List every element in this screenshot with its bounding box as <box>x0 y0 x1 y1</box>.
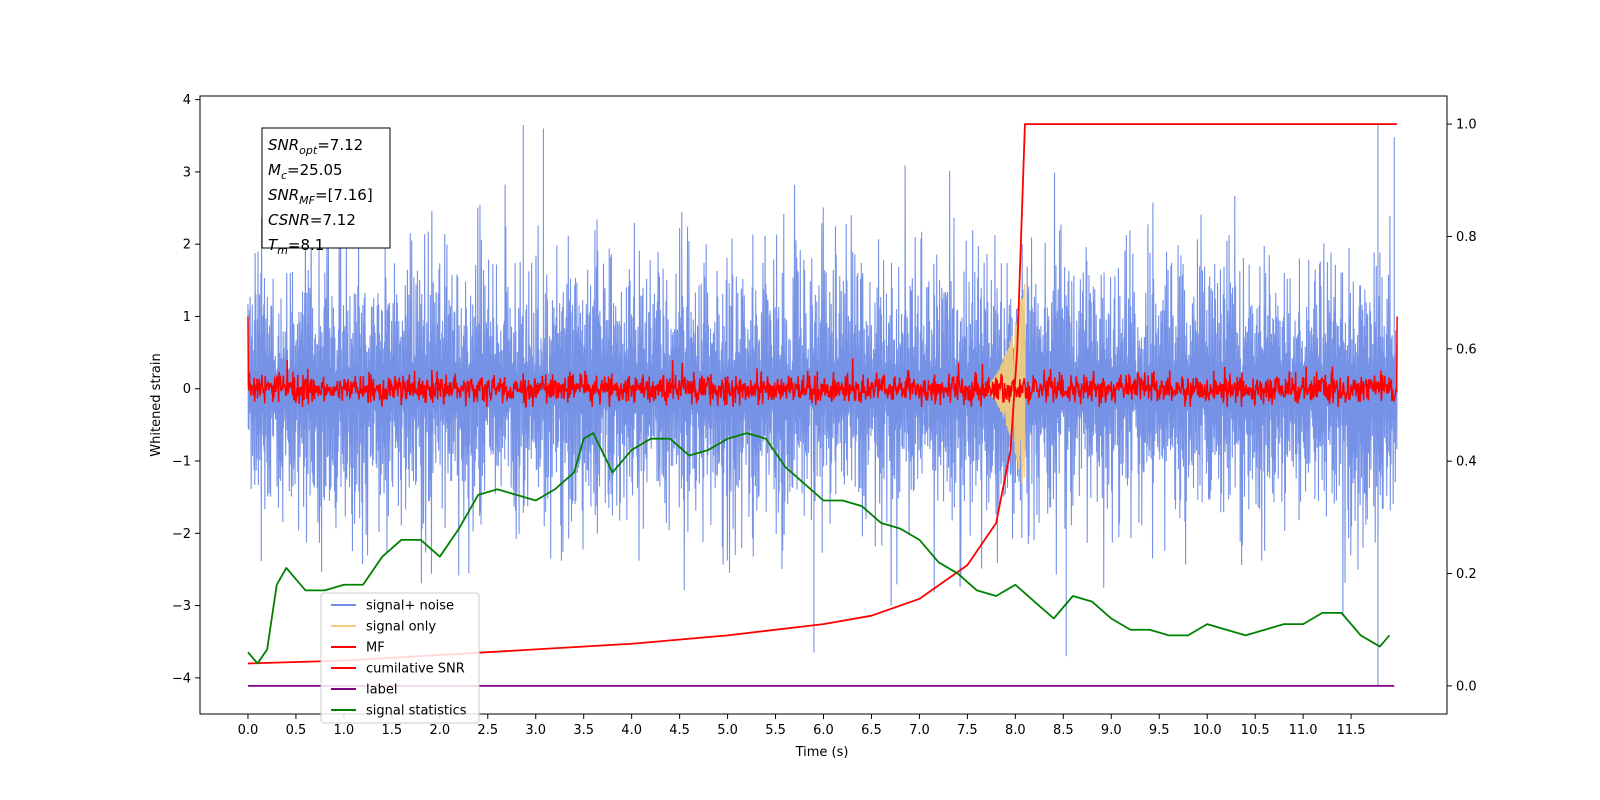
x-tick-label: 1.0 <box>334 723 355 738</box>
y2-tick-label: 0.6 <box>1456 342 1477 357</box>
x-axis: 0.0 0.5 1.0 1.5 2.0 2.5 3.0 3.5 4.0 4.5 5.0 5.5 6.0 6… <box>238 714 1366 738</box>
y2-tick-label: 0.4 <box>1456 455 1477 470</box>
y2-tick-label: 0.8 <box>1456 230 1477 245</box>
series-mf <box>247 316 1398 408</box>
stats-line: CSNR=7.12 <box>268 211 356 229</box>
x-tick-label: 6.0 <box>813 723 834 738</box>
y-tick-label: −1 <box>172 455 191 470</box>
x-tick-label: 5.5 <box>765 723 786 738</box>
x-tick-label: 3.5 <box>573 723 594 738</box>
stats-line: SNRMF=[7.16] <box>268 186 373 207</box>
stats-box: SNRopt=7.12 Mc=25.05 SNRMF=[7.16] CSNR=7.12… <box>261 127 391 257</box>
legend-label: signal statistics <box>366 704 467 719</box>
x-tick-label: 2.0 <box>429 723 450 738</box>
x-tick-label: 9.5 <box>1149 723 1170 738</box>
x-tick-label: 5.0 <box>717 723 738 738</box>
legend-label: signal+ noise <box>366 599 454 614</box>
x-tick-label: 0.5 <box>286 723 307 738</box>
x-tick-label: 10.0 <box>1193 723 1222 738</box>
y2-tick-label: 0.2 <box>1456 567 1477 582</box>
y2-tick-label: 0.0 <box>1456 679 1477 694</box>
x-tick-label: 6.5 <box>861 723 882 738</box>
y-tick-label: 3 <box>183 165 191 180</box>
y2-tick-label: 1.0 <box>1456 118 1477 133</box>
y-tick-label: 2 <box>183 238 191 253</box>
x-tick-label: 1.5 <box>382 723 403 738</box>
x-axis-label: Time (s) <box>795 745 849 760</box>
y-axis-left: −4 −3 −2 −1 0 1 2 3 4 <box>172 93 200 686</box>
x-tick-label: 11.0 <box>1289 723 1318 738</box>
stats-box-frame <box>261 127 391 249</box>
legend-label: cumilative SNR <box>366 662 465 677</box>
x-tick-label: 8.5 <box>1053 723 1074 738</box>
y-tick-label: 4 <box>183 93 191 108</box>
y-tick-label: −2 <box>172 527 191 542</box>
legend: signal+ noise signal only MF cumilative SNR… <box>320 592 480 724</box>
x-tick-label: 3.0 <box>525 723 546 738</box>
series-cumulative-snr <box>247 123 1398 665</box>
legend-frame <box>320 592 480 724</box>
x-tick-label: 9.0 <box>1101 723 1122 738</box>
x-tick-label: 4.0 <box>621 723 642 738</box>
legend-label: MF <box>366 641 385 656</box>
x-tick-label: 4.5 <box>669 723 690 738</box>
y-tick-label: 1 <box>183 310 191 325</box>
x-tick-label: 0.0 <box>238 723 259 738</box>
x-tick-label: 7.0 <box>909 723 930 738</box>
x-tick-label: 2.5 <box>477 723 498 738</box>
legend-label: label <box>366 683 397 698</box>
legend-label: signal only <box>366 620 436 635</box>
x-tick-label: 7.5 <box>957 723 978 738</box>
y-axis-right: 0.0 0.2 0.4 0.6 0.8 1.0 <box>1447 118 1477 694</box>
y-tick-label: −3 <box>172 599 191 614</box>
stats-line: Mc=25.05 <box>268 161 343 182</box>
series-signal-noise <box>247 124 1398 687</box>
y-tick-label: 0 <box>183 382 191 397</box>
x-tick-label: 10.5 <box>1241 723 1270 738</box>
y-axis-label: Whitened strain <box>149 353 164 456</box>
y-tick-label: −4 <box>172 671 191 686</box>
stats-line: Tm=8.1 <box>268 236 324 257</box>
stats-line: SNRopt=7.12 <box>268 136 363 157</box>
x-tick-label: 11.5 <box>1337 723 1366 738</box>
series-signal-statistics <box>247 432 1391 665</box>
x-tick-label: 8.0 <box>1005 723 1026 738</box>
